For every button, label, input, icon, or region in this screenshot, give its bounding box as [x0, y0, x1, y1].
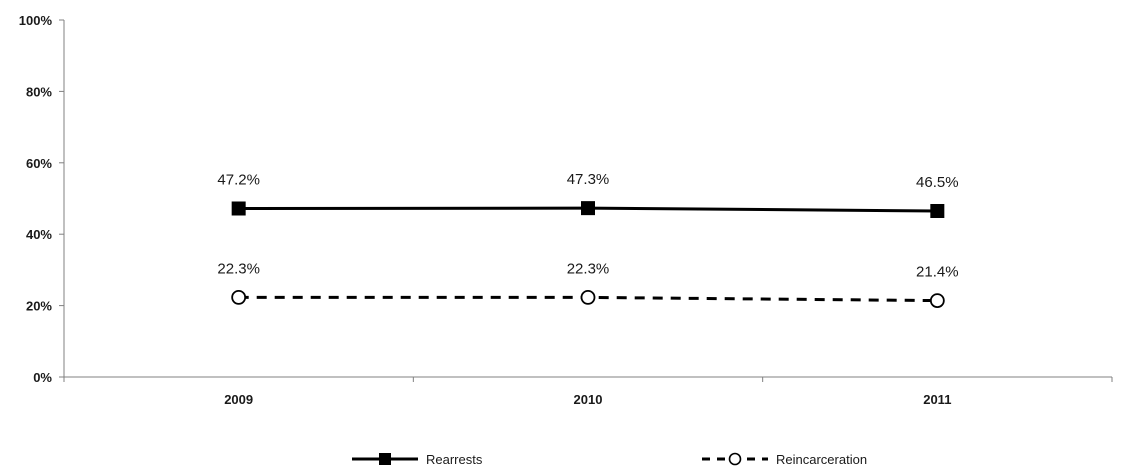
y-tick-label: 60%	[26, 156, 52, 171]
chart-axes: 0% 20% 40% 60% 80% 100% 2009 2010 2011	[19, 13, 1113, 407]
x-tick-label: 2011	[923, 392, 951, 407]
data-point	[930, 203, 945, 218]
data-point	[580, 289, 596, 305]
data-label: 22.3%	[217, 260, 260, 277]
data-label: 47.2%	[217, 171, 260, 188]
legend-label: Reincarceration	[776, 452, 867, 467]
data-point	[929, 293, 945, 309]
legend-marker	[379, 453, 391, 465]
data-label: 22.3%	[567, 260, 610, 277]
data-point	[231, 289, 247, 305]
y-tick-label: 0%	[33, 370, 52, 385]
y-tick-label: 20%	[26, 299, 52, 314]
data-label: 46.5%	[916, 174, 959, 191]
series-layer: 47.2% 47.3% 46.5% 22.3% 22.3% 21.4%	[217, 171, 959, 309]
series-reincarceration: 22.3% 22.3% 21.4%	[217, 260, 959, 309]
data-label: 47.3%	[567, 171, 610, 188]
data-point	[581, 201, 595, 216]
y-tick-label: 40%	[26, 227, 52, 242]
series-rearrests: 47.2% 47.3% 46.5%	[217, 171, 959, 218]
legend-marker	[728, 452, 742, 466]
legend-label: Rearrests	[426, 452, 483, 467]
x-tick-label: 2009	[224, 392, 253, 407]
chart-legend: Rearrests Reincarceration	[352, 452, 867, 467]
y-tick-label: 100%	[19, 13, 53, 28]
legend-item-rearrests: Rearrests	[352, 452, 483, 467]
data-label: 21.4%	[916, 264, 959, 281]
legend-item-reincarceration: Reincarceration	[702, 452, 867, 467]
data-point	[231, 201, 246, 216]
x-tick-label: 2010	[574, 392, 603, 407]
y-tick-label: 80%	[26, 84, 52, 99]
